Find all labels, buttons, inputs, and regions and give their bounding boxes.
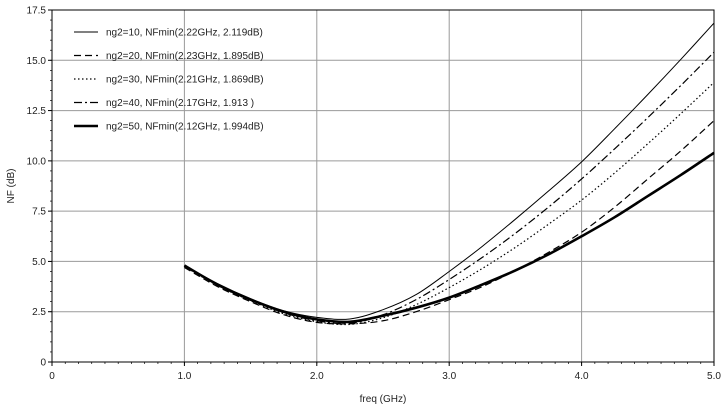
y-axis-title: NF (dB) bbox=[6, 169, 17, 204]
legend-label: ng2=40, NFmin(2.17GHz, 1.913 ) bbox=[106, 98, 254, 109]
x-tick-label: 2.0 bbox=[310, 371, 324, 382]
x-tick-label: 3.0 bbox=[442, 371, 456, 382]
legend-label: ng2=30, NFmin(2.21GHz, 1.869dB) bbox=[106, 75, 264, 86]
y-tick-label: 10.0 bbox=[27, 156, 47, 167]
y-tick-label: 17.5 bbox=[27, 6, 47, 17]
y-tick-label: 0 bbox=[40, 358, 46, 369]
axis-ticks: 0 1.0 2.0 3.0 4.0 5.0 0 2.5 5.0 7.5 10.0 12.5 15.0 17… bbox=[27, 6, 721, 383]
y-tick-label: 15.0 bbox=[27, 56, 47, 67]
y-tick-label: 5.0 bbox=[32, 257, 46, 268]
legend-label: ng2=20, NFmin(2.23GHz, 1.895dB) bbox=[106, 51, 264, 62]
x-axis-title: freq (GHz) bbox=[360, 394, 407, 405]
series-lines bbox=[183, 22, 715, 326]
legend: ng2=10, NFmin(2.22GHz, 2.119dB) ng2=20, N… bbox=[74, 28, 264, 133]
series-line-3 bbox=[184, 81, 715, 326]
y-tick-label: 7.5 bbox=[32, 207, 46, 218]
series-line-2 bbox=[184, 120, 715, 325]
grid-lines bbox=[52, 10, 714, 362]
legend-label: ng2=50, NFmin(2.12GHz, 1.994dB) bbox=[106, 122, 264, 133]
legend-label: ng2=10, NFmin(2.22GHz, 2.119dB) bbox=[106, 28, 263, 39]
series-line-5 bbox=[183, 151, 715, 324]
x-tick-label: 5.0 bbox=[707, 371, 721, 382]
y-tick-label: 12.5 bbox=[27, 106, 47, 117]
y-tick-label: 2.5 bbox=[32, 307, 46, 318]
x-tick-label: 1.0 bbox=[177, 371, 191, 382]
x-tick-label: 4.0 bbox=[575, 371, 589, 382]
x-tick-label: 0 bbox=[49, 371, 55, 382]
